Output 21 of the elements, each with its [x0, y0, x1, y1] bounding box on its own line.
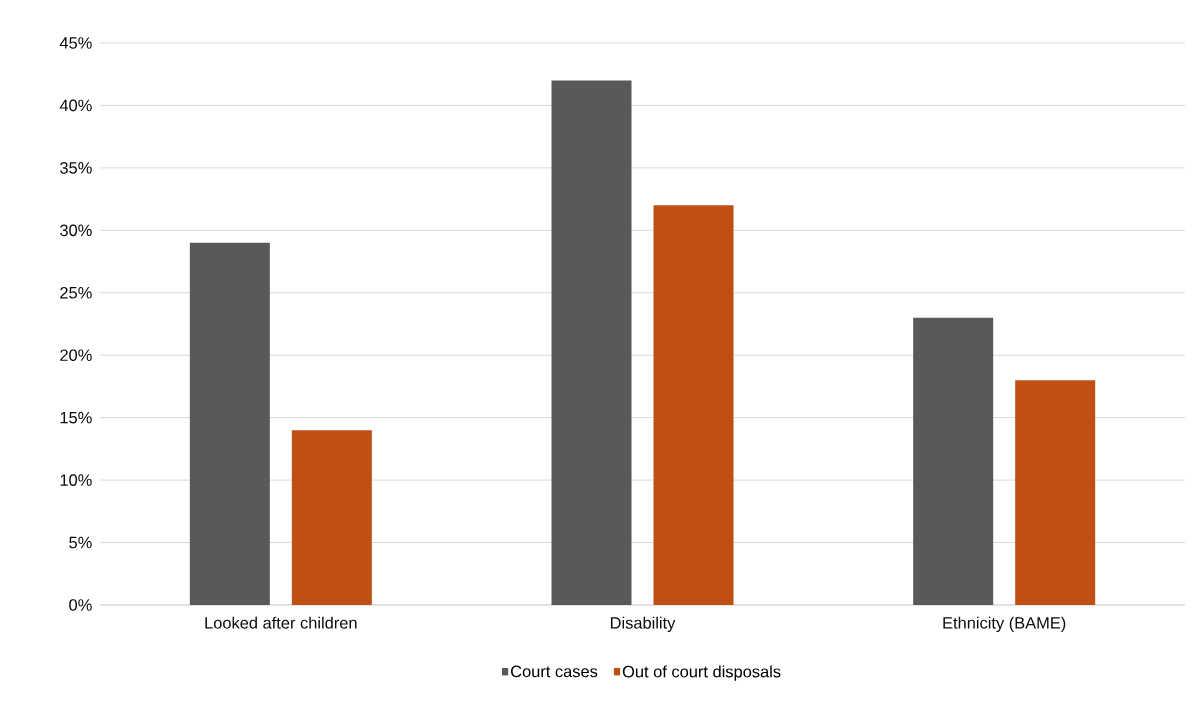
y-tick-label: 35%: [60, 162, 92, 174]
bar: [291, 430, 372, 605]
bar: [1015, 380, 1096, 605]
x-tick-label: Disability: [610, 616, 676, 632]
y-tick-label: 15%: [60, 411, 92, 424]
bar: [189, 242, 270, 605]
legend-label: Court cases: [511, 665, 598, 678]
y-tick-label: 20%: [60, 349, 92, 362]
y-tick-label: 30%: [60, 224, 92, 237]
y-tick-label: 0%: [69, 599, 92, 611]
legend-label: Out of court disposals: [622, 665, 781, 681]
y-tick-label: 10%: [60, 474, 92, 486]
bar: [653, 205, 734, 605]
bar: [913, 317, 994, 605]
y-tick-label: 25%: [60, 286, 92, 299]
y-tick-label: 45%: [59, 37, 92, 49]
y-tick-label: 40%: [59, 99, 92, 112]
x-tick-label: Looked after children: [205, 616, 357, 629]
y-tick-label: 5%: [69, 536, 92, 549]
bar: [551, 80, 632, 605]
x-tick-label: Ethnicity (BAME): [943, 616, 1066, 632]
